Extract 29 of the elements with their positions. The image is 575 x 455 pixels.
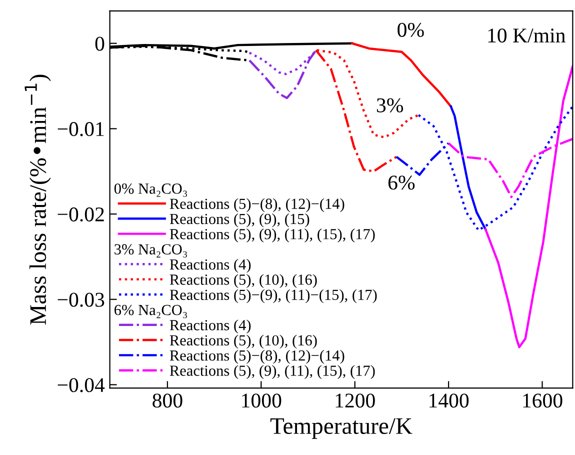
legend-label: Reactions (5)−(8), (12)−(14) — [170, 198, 344, 212]
y-tick-label: −0.04 — [58, 378, 105, 392]
legend-label: Reactions (4) — [170, 320, 251, 334]
annotation: 0% Na₂CO₃ — [114, 183, 187, 197]
legend-label: Reactions (5), (9), (11), (15), (17) — [170, 365, 375, 379]
legend-label: Reactions (5), (9), (15) — [170, 213, 310, 228]
annotation: 3% — [376, 98, 404, 112]
x-tick-label: 1400 — [430, 394, 469, 408]
legend-label: Reactions (5)−(8), (12)−(14) — [170, 350, 344, 364]
legend-label: Reactions (5)−(9), (11)−(15), (17) — [170, 289, 377, 304]
y-axis-title: Mass loss rate/(%•min$^{−1}$) — [24, 74, 51, 325]
legend-label: Reactions (5), (9), (11), (15), (17) — [170, 228, 375, 242]
legend-label: Reactions (5), (10), (16) — [170, 274, 317, 288]
annotation: 6% Na₂CO₃ — [114, 304, 187, 318]
x-tick-label: 1000 — [242, 394, 282, 408]
y-tick-label: −0.02 — [58, 207, 104, 222]
x-axis-title: Temperature/K — [270, 418, 412, 439]
x-tick-label: 800 — [152, 394, 182, 408]
y-tick-label: 0 — [95, 36, 104, 51]
legend-label: Reactions (5), (10), (16) — [170, 334, 317, 349]
x-tick-label: 1600 — [523, 394, 562, 408]
legend-label: Reactions (4) — [170, 258, 251, 273]
annotation: 10 K/min — [488, 28, 566, 43]
y-tick-label: −0.03 — [58, 292, 104, 307]
x-tick-label: 1200 — [336, 394, 375, 408]
annotation: 0% — [398, 22, 424, 37]
annotation: 6% — [388, 176, 415, 190]
annotation: 3% Na₂CO₃ — [114, 244, 187, 258]
y-tick-label: −0.01 — [58, 122, 104, 136]
